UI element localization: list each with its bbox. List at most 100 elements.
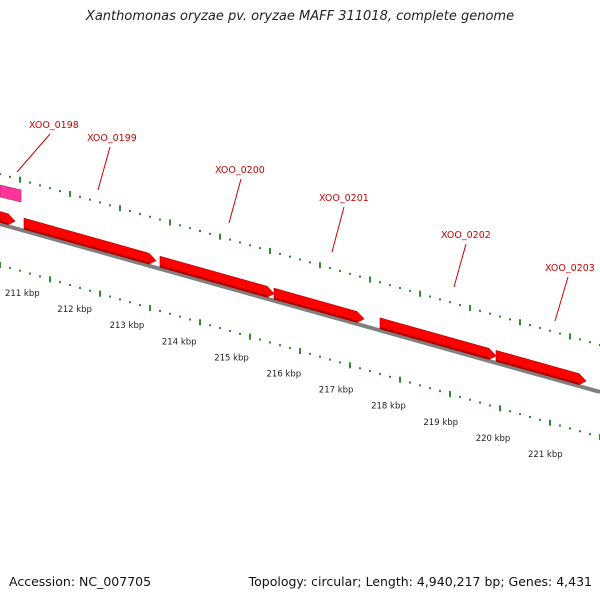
ruler-label: 214 kbp [162, 337, 197, 347]
gene-label: XOO_0200 [215, 165, 265, 176]
gene-label: XOO_0201 [319, 193, 369, 204]
gene-xoo-0199 [23, 217, 157, 265]
gene-xoo-0203-shade [496, 359, 579, 385]
gene-label: XOO_0199 [87, 133, 137, 144]
inner-ruler-minor-tick [229, 329, 231, 332]
inner-ruler-minor-tick [319, 355, 321, 358]
inner-ruler-minor-tick [359, 367, 361, 370]
outer-ruler-minor-tick [129, 210, 131, 213]
gene-xoo-0200 [159, 255, 275, 298]
outer-ruler-minor-tick [199, 230, 201, 232]
outer-ruler-minor-tick [9, 175, 11, 178]
outer-ruler-minor-tick [479, 309, 481, 312]
gene-xoo-0202 [379, 317, 497, 360]
gene-xoo-0201-shade [274, 297, 357, 323]
inner-ruler-major-tick [299, 348, 301, 354]
outer-ruler-major-tick [119, 205, 121, 212]
inner-ruler-minor-tick [379, 372, 381, 375]
outer-ruler-minor-tick [59, 190, 61, 193]
inner-ruler-minor-tick [569, 427, 571, 430]
inner-ruler-minor-tick [419, 384, 421, 387]
outer-ruler-minor-tick [309, 261, 311, 264]
outer-ruler-minor-tick [189, 227, 191, 230]
inner-ruler-minor-tick [369, 370, 371, 373]
ruler-label: 216 kbp [267, 370, 302, 380]
outer-ruler-minor-tick [109, 204, 111, 207]
outer-ruler-major-tick [519, 319, 521, 326]
inner-ruler-minor-tick [459, 395, 461, 398]
inner-ruler-minor-tick [469, 398, 471, 401]
outer-ruler-minor-tick [449, 301, 451, 304]
inner-ruler-minor-tick [239, 332, 241, 335]
gene-xoo-0202-shade [380, 326, 489, 360]
gene-leader-line [97, 146, 111, 191]
outer-ruler-minor-tick [139, 212, 141, 215]
outer-ruler-minor-tick [29, 181, 31, 184]
inner-ruler-major-tick [449, 391, 451, 397]
outer-ruler-minor-tick [229, 238, 231, 241]
inner-ruler-minor-tick [129, 301, 131, 304]
inner-ruler-major-tick [49, 276, 51, 283]
inner-ruler-minor-tick [339, 361, 341, 364]
outer-ruler-major-tick [219, 233, 221, 240]
outer-ruler-minor-tick [179, 224, 181, 227]
outer-ruler-major-tick [569, 333, 571, 340]
inner-ruler-minor-tick [39, 275, 41, 278]
outer-ruler-minor-tick [239, 241, 241, 244]
inner-ruler-minor-tick [269, 341, 271, 344]
outer-ruler-minor-tick [49, 187, 51, 190]
inner-ruler-minor-tick [259, 338, 261, 341]
inner-ruler-minor-tick [509, 410, 511, 413]
gene-leader-line [16, 133, 51, 173]
outer-ruler-minor-tick [359, 275, 361, 278]
gene-partial-left [0, 211, 16, 226]
inner-ruler-major-tick [99, 290, 101, 297]
gene-leader-line [554, 276, 569, 322]
inner-ruler-minor-tick [79, 286, 81, 289]
inner-ruler-minor-tick [19, 269, 21, 272]
gene-leader-line [228, 178, 242, 224]
outer-ruler-major-tick [319, 262, 321, 269]
genome-backbone [0, 222, 600, 394]
inner-ruler-minor-tick [389, 375, 391, 378]
outer-ruler-minor-tick [539, 326, 541, 329]
gene-leader-line [453, 243, 467, 288]
outer-ruler-minor-tick [439, 298, 441, 301]
inner-ruler-minor-tick [119, 298, 121, 301]
gene-xoo-0199-shade [24, 227, 149, 265]
outer-ruler-minor-tick [259, 247, 261, 250]
outer-ruler-major-tick [69, 190, 71, 197]
inner-ruler-minor-tick [189, 318, 191, 321]
outer-ruler-major-tick [469, 304, 471, 311]
inner-ruler-major-tick [249, 333, 251, 340]
outer-ruler-major-tick [19, 176, 21, 183]
outer-ruler-minor-tick [429, 295, 431, 298]
ruler-label: 211 kbp [5, 289, 40, 299]
inner-ruler-minor-tick [89, 289, 91, 292]
inner-ruler-major-tick [0, 262, 1, 268]
outer-ruler-minor-tick [339, 269, 341, 272]
outer-ruler-major-tick [269, 247, 271, 254]
ruler-label: 213 kbp [110, 321, 145, 331]
outer-ruler-major-tick [419, 290, 421, 297]
gene-xoo-0198 [0, 184, 22, 203]
outer-ruler-minor-tick [589, 341, 591, 344]
inner-ruler-minor-tick [59, 281, 61, 284]
map-title: Xanthomonas oryzae pv. oryzae MAFF 31101… [85, 9, 515, 24]
inner-ruler-minor-tick [29, 272, 31, 275]
ruler-label: 219 kbp [423, 418, 458, 428]
outer-ruler-minor-tick [89, 198, 91, 201]
inner-ruler-minor-tick [9, 266, 11, 269]
ruler-label: 212 kbp [57, 305, 92, 315]
inner-ruler-minor-tick [289, 347, 291, 350]
ruler-label: 221 kbp [528, 450, 563, 460]
outer-ruler-minor-tick [329, 267, 331, 270]
outer-ruler-minor-tick [159, 218, 161, 221]
ruler-label: 217 kbp [319, 386, 354, 396]
outer-ruler-minor-tick [509, 318, 511, 321]
outer-ruler-minor-tick [249, 244, 251, 247]
outer-ruler-major-tick [369, 276, 371, 283]
accession-text: Accession: NC_007705 [9, 574, 152, 589]
gene-xoo-0200-shade [160, 265, 267, 298]
inner-ruler-minor-tick [69, 284, 71, 287]
